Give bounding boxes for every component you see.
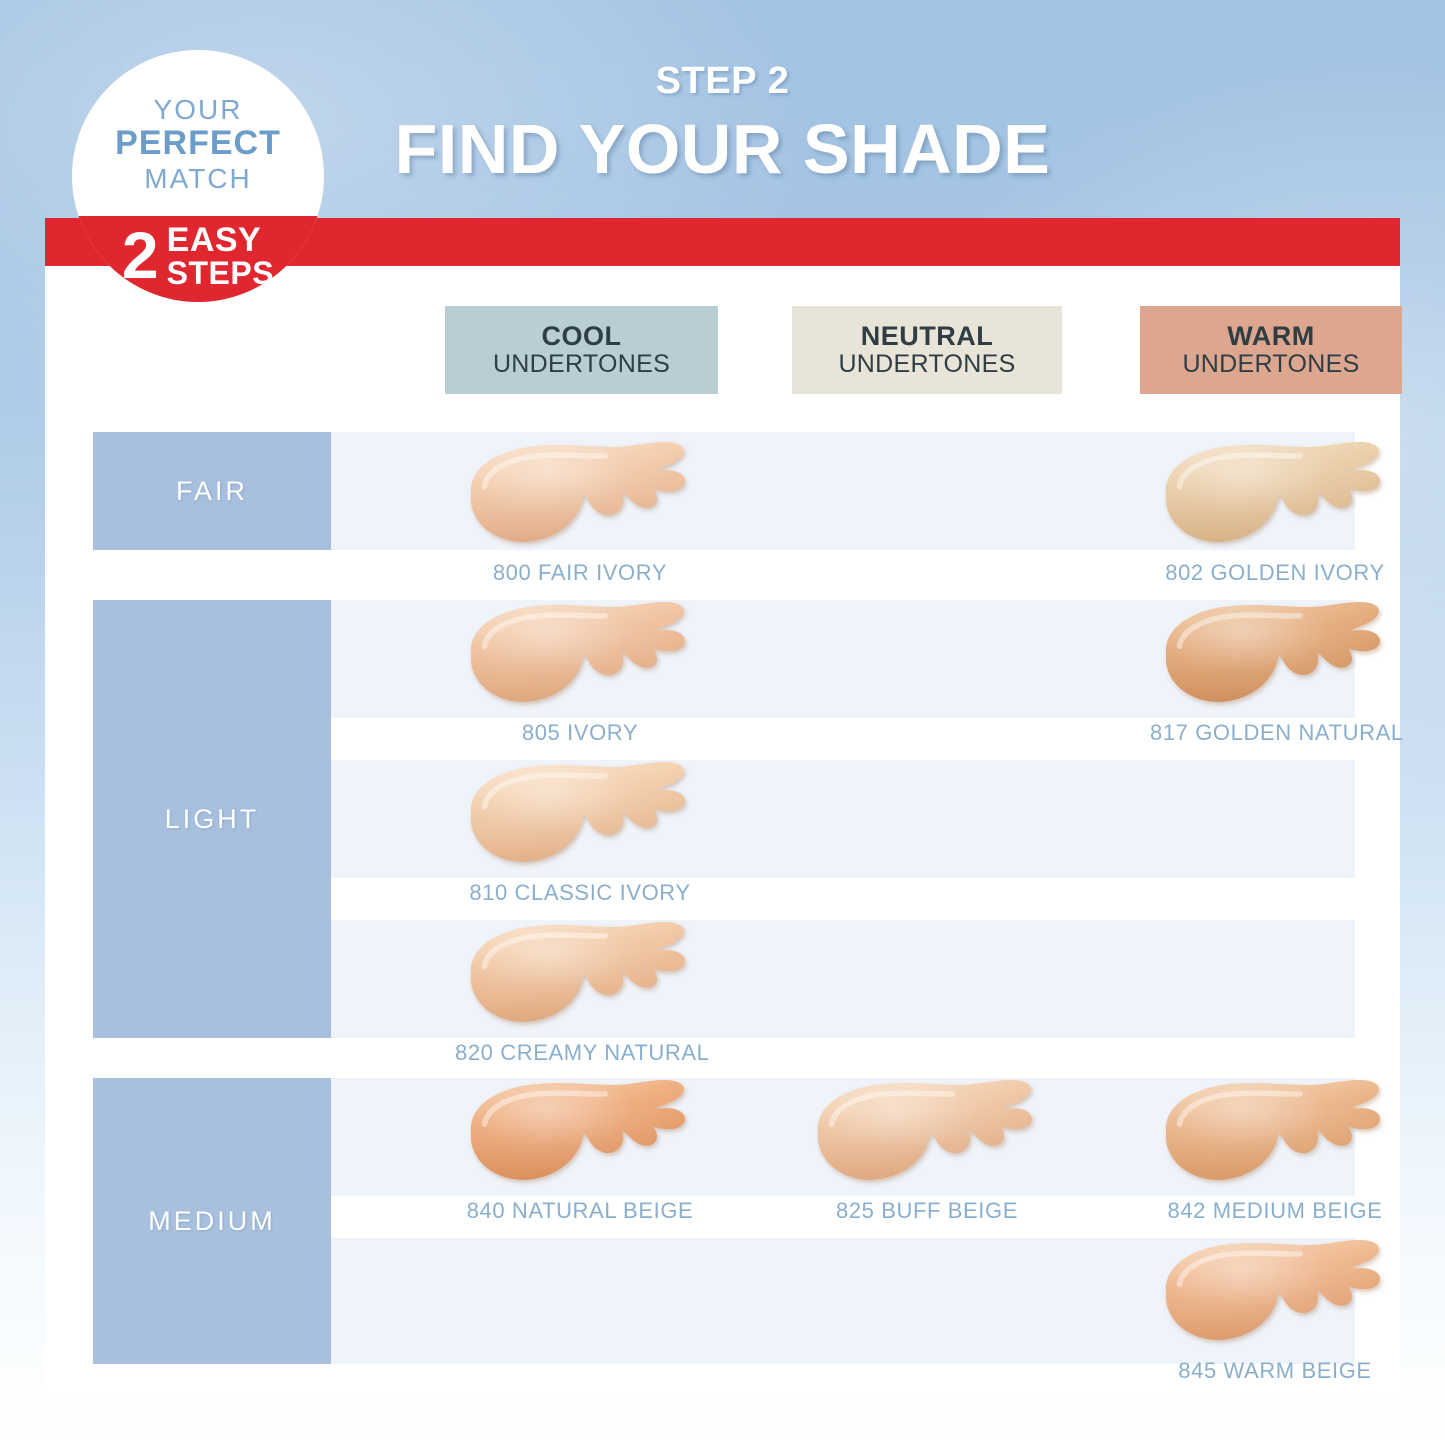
shade-chart-card: COOL UNDERTONES NEUTRAL UNDERTONES WARM UNDER…: [45, 266, 1404, 1396]
foundation-swatch-icon: [1150, 434, 1400, 554]
foundation-swatch-icon: [802, 1072, 1052, 1192]
column-header-subtitle: UNDERTONES: [492, 350, 671, 379]
row-label-text: FAIR: [175, 475, 248, 506]
header: STEP 2 FIND YOUR SHADE: [0, 62, 1445, 184]
row-label-medium[interactable]: MEDIUM: [93, 1078, 331, 1364]
shade-swatch-cell[interactable]: 800 FAIR IVORY: [455, 434, 705, 586]
row-label-text: MEDIUM: [148, 1205, 276, 1236]
column-header-title: WARM: [1227, 320, 1315, 351]
row-label-light[interactable]: LIGHT: [93, 600, 331, 1038]
shade-name-label: 805 IVORY: [521, 720, 639, 745]
badge-step-words: EASY STEPS: [167, 223, 274, 289]
shade-swatch-cell[interactable]: 825 BUFF BEIGE: [802, 1072, 1052, 1224]
column-headers: COOL UNDERTONES NEUTRAL UNDERTONES WARM UNDER…: [45, 306, 1402, 394]
badge-line-perfect: PERFECT: [115, 124, 281, 163]
page-title: FIND YOUR SHADE: [394, 110, 1051, 188]
shade-name-label: 840 NATURAL BEIGE: [466, 1198, 694, 1223]
shade-swatch-cell[interactable]: 820 CREAMY NATURAL: [455, 914, 710, 1066]
badge-top-section: YOUR PERFECT MATCH: [72, 50, 324, 216]
perfect-match-badge: YOUR PERFECT MATCH 2 EASY STEPS: [72, 50, 324, 302]
shade-name-label: 800 FAIR IVORY: [492, 560, 668, 585]
shade-name-label: 810 CLASSIC IVORY: [469, 880, 691, 905]
shade-swatch-cell[interactable]: 842 MEDIUM BEIGE: [1150, 1072, 1400, 1224]
badge-line-match: MATCH: [144, 162, 252, 194]
row-label-text: LIGHT: [164, 803, 260, 834]
column-header-subtitle: UNDERTONES: [1182, 350, 1360, 379]
step-label: STEP 2: [655, 60, 790, 102]
shade-name-label: 842 MEDIUM BEIGE: [1167, 1198, 1383, 1223]
foundation-swatch-icon: [1150, 1232, 1400, 1352]
foundation-swatch-icon: [455, 434, 705, 554]
shade-swatch-cell[interactable]: 845 WARM BEIGE: [1150, 1232, 1400, 1384]
shade-name-label: 802 GOLDEN IVORY: [1165, 560, 1385, 585]
column-header-title: NEUTRAL: [860, 320, 994, 351]
foundation-swatch-icon: [455, 1072, 705, 1192]
column-header-subtitle: UNDERTONES: [838, 350, 1016, 379]
row-label-fair[interactable]: FAIR: [93, 432, 331, 550]
badge-step-number: 2: [121, 218, 159, 293]
shade-name-label: 845 WARM BEIGE: [1178, 1358, 1372, 1383]
foundation-swatch-icon: [1150, 594, 1400, 714]
badge-word-steps: STEPS: [166, 255, 275, 291]
column-header-neutral[interactable]: NEUTRAL UNDERTONES: [792, 306, 1062, 394]
badge-word-easy: EASY: [166, 221, 262, 259]
shade-name-label: 825 BUFF BEIGE: [835, 1198, 1018, 1223]
foundation-swatch-icon: [455, 594, 705, 714]
shade-name-label: 817 GOLDEN NATURAL: [1150, 720, 1404, 745]
column-header-warm[interactable]: WARM UNDERTONES: [1140, 306, 1402, 394]
shade-swatch-cell[interactable]: 817 GOLDEN NATURAL: [1150, 594, 1404, 746]
badge-line-your: YOUR: [153, 93, 243, 125]
shade-grid: FAIR LIGHT MEDIUM 800 FAIR IVORY 802 GOLDEN …: [45, 432, 1404, 1383]
foundation-swatch-icon: [455, 914, 705, 1034]
column-header-cool[interactable]: COOL UNDERTONES: [445, 306, 718, 394]
shade-swatch-cell[interactable]: 840 NATURAL BEIGE: [455, 1072, 705, 1224]
shade-swatch-cell[interactable]: 802 GOLDEN IVORY: [1150, 434, 1400, 586]
shade-swatch-cell[interactable]: 810 CLASSIC IVORY: [455, 754, 705, 906]
column-header-title: COOL: [541, 320, 622, 351]
shade-name-label: 820 CREAMY NATURAL: [455, 1040, 710, 1065]
foundation-swatch-icon: [1150, 1072, 1400, 1192]
shade-swatch-cell[interactable]: 805 IVORY: [455, 594, 705, 746]
badge-bottom-section: 2 EASY STEPS: [72, 216, 324, 302]
foundation-swatch-icon: [455, 754, 705, 874]
